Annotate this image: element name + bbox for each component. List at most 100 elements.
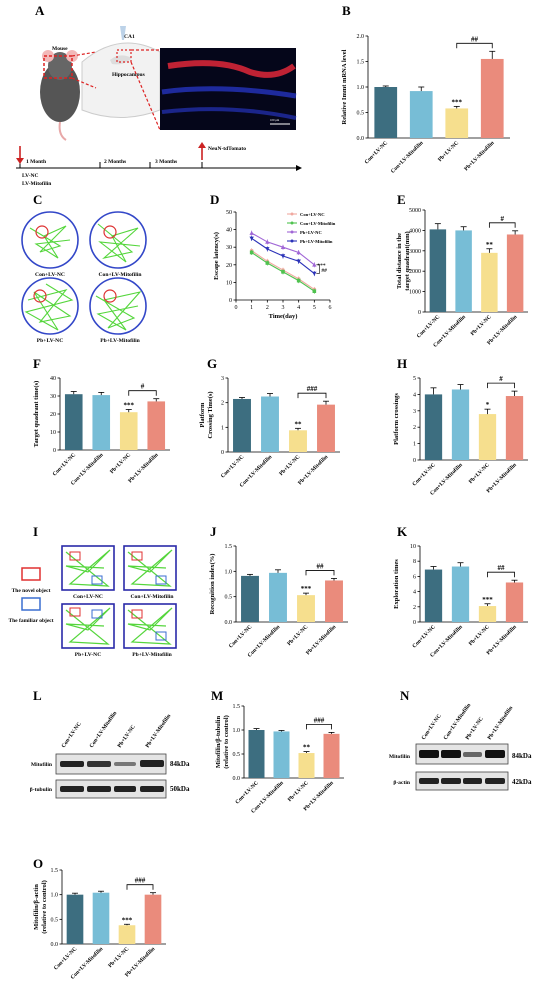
- y-axis-label: Mitofilin/β-tubulin(relative to control): [215, 715, 230, 769]
- bar: [325, 580, 343, 622]
- significance-stars: ***: [317, 263, 326, 269]
- blot-l-band: [60, 761, 84, 767]
- familiar-object: [91, 575, 103, 585]
- bar: [261, 396, 279, 452]
- bar: [445, 108, 469, 138]
- familiar-object-legend-box: [21, 597, 41, 611]
- y-tick-label: 1.0: [225, 569, 233, 575]
- y-tick-label: 1.5: [225, 544, 233, 550]
- bar: [481, 252, 498, 312]
- comparison-bracket: [316, 264, 320, 274]
- legend-label: Con+LV-Mitofilin: [300, 221, 336, 226]
- blot-l-band: [60, 786, 84, 792]
- blot-l-lane-2: Con+LV-Mitofilin: [89, 710, 119, 749]
- significance-hash: ##: [498, 564, 506, 572]
- y-tick-label: 20: [50, 412, 56, 418]
- series-point: [265, 239, 270, 244]
- panel-l-blot: Con+LV-NC Con+LV-Mitofilin Pb+LV-NC Pb+L…: [30, 710, 190, 799]
- explore-track: [65, 607, 111, 645]
- bar: [323, 733, 340, 778]
- maze-pb-nc: [21, 277, 79, 335]
- scale-bar-text: 100 μm: [270, 118, 280, 122]
- bar: [269, 572, 287, 622]
- panel-label-j: J: [210, 524, 217, 539]
- legend-label: Pb+LV-Mitofilin: [300, 239, 333, 244]
- significance-stars: ***: [482, 596, 493, 604]
- blot-n-band: [441, 778, 461, 784]
- blot-n-band: [485, 778, 505, 784]
- y-tick-label: 4: [413, 392, 416, 398]
- x-category-label: Con+LV-NC: [416, 314, 441, 339]
- chart-f: 0 10 20 30 40 Target quadrant time(s) Con+LV-N…: [33, 376, 170, 487]
- y-axis-label-line: Total distance in the: [396, 233, 403, 289]
- bar: [317, 404, 335, 452]
- significance-stars: ***: [452, 98, 463, 106]
- chart-d: 0 10 20 30 40 50 0 1 2 3 4 5 6 Time(day) Escape latenc…: [213, 210, 336, 320]
- y-tick-label: 0.0: [51, 942, 59, 948]
- y-tick-label: 6: [413, 574, 416, 580]
- blot-n-band: [463, 752, 482, 757]
- maze-label-con-nc: Con+LV-NC: [35, 272, 65, 278]
- y-tick-label: 30: [226, 245, 232, 251]
- series-point: [312, 262, 317, 267]
- bar: [480, 58, 504, 139]
- explore-track: [127, 607, 173, 645]
- y-tick-label: 10: [226, 280, 232, 286]
- series-point: [265, 261, 270, 265]
- bar: [118, 925, 136, 944]
- bar: [478, 414, 497, 460]
- blot-l-size-2: 50kDa: [170, 785, 190, 793]
- bar: [424, 394, 443, 460]
- ca1-label: CA1: [124, 34, 135, 40]
- panel-label-m: M: [211, 688, 223, 703]
- familiar-object: [155, 631, 167, 641]
- series-point: [312, 289, 317, 293]
- blot-n-band: [419, 750, 439, 758]
- bar: [298, 753, 315, 778]
- blot-l-band-label-2: β-tubulin: [30, 787, 53, 793]
- panel-label-g: G: [207, 356, 217, 371]
- arena-label-con-nc: Con+LV-NC: [73, 594, 103, 600]
- x-tick-label: 4: [297, 305, 300, 311]
- blot-l-band: [140, 786, 164, 792]
- x-category-label: Pb+LV-Mitofilin: [297, 454, 330, 487]
- bar: [144, 894, 162, 944]
- hippocampus-shape: [110, 55, 132, 65]
- panel-label-n: N: [400, 688, 410, 703]
- x-category-label: Con+LV-NC: [228, 624, 253, 649]
- y-tick-label: 1: [221, 425, 224, 431]
- x-category-label: Pb+LV-NC: [437, 140, 460, 163]
- chart-j: 0.0 0.5 1.0 1.5 Recognition index(%) Con+LV-N…: [209, 544, 348, 659]
- platform-ring: [35, 225, 49, 239]
- panel-label-f: F: [33, 356, 41, 371]
- significance-stars: **: [295, 420, 303, 428]
- chart-b: 0.0 0.5 1.0 1.5 2.0 Relative Immt mRNA level C…: [341, 34, 510, 175]
- blot-n-membrane-bottom: [415, 771, 509, 791]
- series-point: [312, 271, 317, 276]
- y-tick-label: 1.0: [233, 728, 241, 734]
- x-category-label: Pb+LV-NC: [470, 314, 493, 337]
- legend-marker: [290, 212, 294, 216]
- familiar-object: [155, 575, 167, 585]
- y-tick-label: 0: [221, 450, 224, 456]
- arena-pb-mito: [123, 603, 177, 649]
- y-tick-label: 1.0: [357, 85, 365, 91]
- y-axis-label: Mitofilin/β-actin(relative to control): [33, 880, 48, 934]
- mouse-ear-left-shape: [42, 50, 54, 62]
- pool-shape: [89, 277, 147, 335]
- y-tick-label: 10: [50, 430, 56, 436]
- bar: [478, 606, 497, 622]
- swim-track: [97, 223, 141, 263]
- comparison-bracket: [487, 382, 515, 389]
- y-tick-label: 1.5: [233, 704, 241, 710]
- bar: [273, 731, 290, 778]
- bar: [451, 566, 470, 622]
- y-tick-label: 0.5: [357, 111, 365, 117]
- series-point: [296, 278, 301, 283]
- y-axis-label-line: (relative to control): [223, 715, 230, 769]
- significance-hash: ##: [321, 268, 327, 274]
- mouse-body-shape: [40, 62, 80, 122]
- arena-label-con-mito: Con+LV-Mitofilin: [131, 594, 175, 600]
